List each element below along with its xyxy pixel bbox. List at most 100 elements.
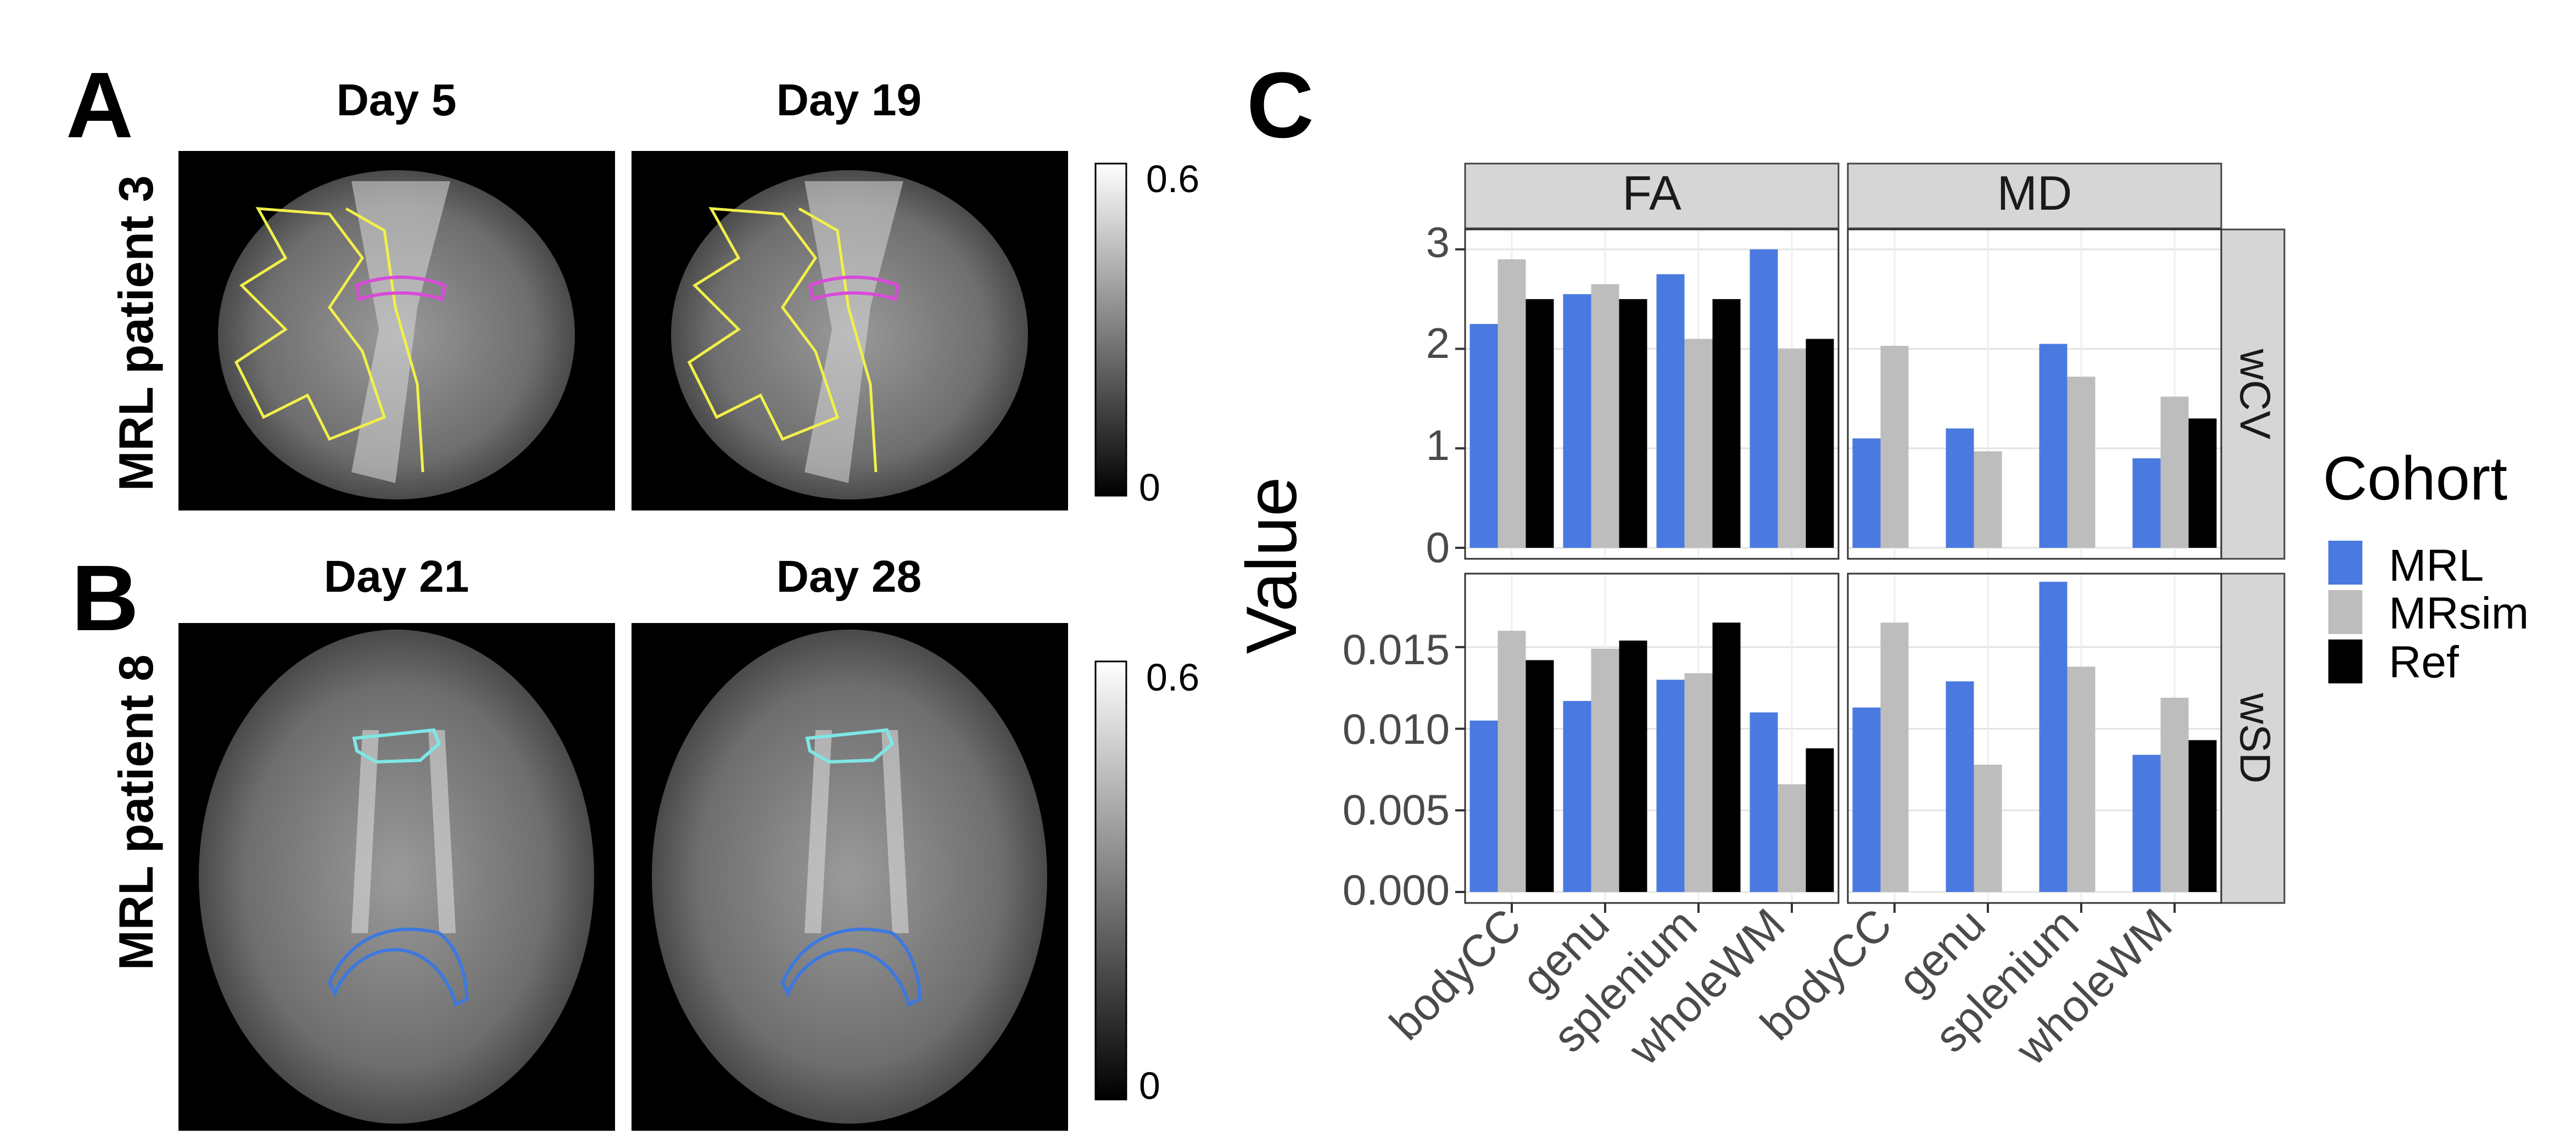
bar-fa-wsd-splenium-ref — [1712, 622, 1741, 892]
panel-a-image-title-2: Day 19 — [776, 75, 921, 125]
bar-fa-wsd-wholewm-ref — [1806, 748, 1834, 892]
bar-fa-wcv-splenium-mrl — [1656, 274, 1685, 548]
panel-c-letter: C — [1247, 53, 1314, 158]
bar-md-wcv-wholewm-mrsim — [2160, 396, 2189, 548]
panel-a: A MRL patient 3 Day 5 Day 19 0.6 0 — [66, 53, 1199, 510]
bar-md-wsd-genu-mrsim — [1974, 765, 2002, 892]
panel-b-brain-image-1 — [178, 623, 615, 1131]
bar-md-wcv-genu-mrl — [1946, 428, 1974, 548]
bar-md-wsd-bodycc-mrl — [1852, 707, 1881, 892]
panel-c: C Value FA MD wCV wSD 0 1 2 3 0.000 0.00… — [1231, 53, 2529, 1075]
strip-wcv-bg — [2220, 228, 2286, 560]
legend-swatch-mrsim — [2328, 590, 2362, 634]
strip-md: MD — [1997, 166, 2072, 220]
legend-label-mrsim: MRsim — [2389, 588, 2529, 638]
ytick-wsd-3: 0.015 — [1343, 625, 1450, 674]
legend-swatch-ref — [2328, 639, 2362, 683]
panel-b-image-title-1: Day 21 — [324, 552, 469, 602]
bar-md-wcv-wholewm-ref — [2188, 418, 2217, 548]
panel-b-row-label: MRL patient 8 — [109, 654, 163, 970]
facet-fa-wcv — [1455, 228, 1840, 560]
strip-md-bg — [1847, 162, 2222, 229]
facet-panel-border — [1847, 228, 2222, 560]
bar-fa-wcv-genu-mrsim — [1591, 284, 1619, 548]
bar-fa-wcv-genu-mrl — [1563, 294, 1591, 548]
legend-swatch-mrl — [2328, 541, 2362, 585]
bar-fa-wcv-genu-ref — [1619, 299, 1647, 548]
panel-b-image-title-2: Day 28 — [776, 552, 921, 602]
strip-fa-bg — [1464, 162, 1840, 229]
bar-fa-wsd-genu-ref — [1619, 640, 1647, 892]
bar-md-wsd-splenium-mrl — [2039, 581, 2067, 892]
legend-label-mrl: MRL — [2389, 541, 2484, 591]
bar-md-wsd-genu-mrl — [1946, 681, 1974, 892]
bar-md-wcv-wholewm-mrl — [2132, 458, 2161, 548]
panel-b: B MRL patient 8 Day 21 Day 28 0.6 0 — [71, 546, 1199, 1131]
panel-b-colorbar: 0.6 0 — [1094, 656, 1199, 1107]
facet-fa-wsd — [1455, 573, 1840, 913]
xtick-fa-bodycc: bodyCC — [1381, 899, 1531, 1050]
bar-md-wsd-bodycc-mrsim — [1880, 622, 1909, 892]
panel-b-letter: B — [71, 546, 139, 650]
facet-panel-border — [1464, 228, 1840, 560]
bar-fa-wsd-genu-mrl — [1563, 701, 1591, 892]
bar-fa-wcv-bodycc-mrsim — [1497, 259, 1526, 548]
facet-md-wsd — [1847, 573, 2222, 913]
facet-grid — [1455, 228, 2222, 913]
ytick-wcv-3: 3 — [1426, 218, 1450, 266]
facet-panel-border — [1464, 573, 1840, 904]
strip-wsd-bg — [2220, 573, 2286, 904]
bar-fa-wsd-splenium-mrl — [1656, 680, 1685, 892]
ytick-wcv-2: 2 — [1426, 319, 1450, 367]
ytick-wcv-1: 1 — [1426, 421, 1450, 469]
bar-fa-wsd-splenium-mrsim — [1684, 673, 1713, 892]
panel-a-brain-image-2 — [632, 151, 1068, 510]
ytick-wsd-1: 0.005 — [1343, 785, 1450, 834]
panel-b-colorbar-max: 0.6 — [1146, 656, 1199, 699]
bar-md-wcv-splenium-mrsim — [2067, 377, 2096, 548]
bar-md-wcv-bodycc-mrsim — [1880, 346, 1909, 548]
strip-wcv: wCV — [2231, 349, 2279, 440]
bar-fa-wcv-wholewm-mrl — [1750, 249, 1778, 548]
legend-label-ref: Ref — [2389, 637, 2459, 687]
strip-fa: FA — [1622, 166, 1681, 220]
panel-b-colorbar-min: 0 — [1139, 1064, 1160, 1107]
bar-fa-wsd-bodycc-ref — [1526, 660, 1554, 892]
panel-a-image-title-1: Day 5 — [337, 75, 457, 125]
bar-md-wcv-genu-mrsim — [1974, 451, 2002, 548]
bar-fa-wcv-bodycc-ref — [1526, 299, 1554, 548]
bar-fa-wsd-bodycc-mrsim — [1497, 631, 1526, 892]
panel-a-colorbar: 0.6 0 — [1094, 158, 1199, 509]
bar-fa-wcv-splenium-mrsim — [1684, 339, 1713, 548]
panel-a-brain-image-1 — [178, 151, 615, 510]
facet-panel-border — [1847, 573, 2222, 904]
bar-md-wsd-wholewm-mrl — [2132, 755, 2161, 892]
strip-wsd: wSD — [2231, 693, 2279, 784]
panel-a-colorbar-max: 0.6 — [1146, 158, 1199, 200]
facet-md-wcv — [1847, 228, 2222, 560]
legend: Cohort MRL MRsim Ref — [2323, 444, 2529, 687]
y-axis-title: Value — [1231, 477, 1311, 654]
ytick-wsd-0: 0.000 — [1343, 866, 1450, 914]
bar-fa-wsd-wholewm-mrsim — [1778, 784, 1806, 892]
ytick-wcv-0: 0 — [1426, 523, 1450, 571]
bar-fa-wcv-bodycc-mrl — [1469, 324, 1498, 548]
panel-b-brain-image-2 — [632, 623, 1068, 1131]
bar-fa-wcv-wholewm-mrsim — [1778, 349, 1806, 548]
panel-a-colorbar-min: 0 — [1139, 466, 1160, 509]
bar-fa-wsd-bodycc-mrl — [1469, 720, 1498, 892]
bar-fa-wsd-wholewm-mrl — [1750, 712, 1778, 892]
bar-md-wsd-wholewm-ref — [2188, 740, 2217, 892]
legend-title: Cohort — [2323, 444, 2507, 513]
bar-md-wsd-wholewm-mrsim — [2160, 698, 2189, 892]
ytick-wsd-2: 0.010 — [1343, 705, 1450, 753]
bar-md-wcv-splenium-mrl — [2039, 344, 2067, 548]
bar-fa-wcv-wholewm-ref — [1806, 339, 1834, 548]
bar-md-wsd-splenium-mrsim — [2067, 666, 2096, 892]
bar-md-wcv-bodycc-mrl — [1852, 438, 1881, 548]
panel-a-letter: A — [66, 53, 133, 158]
bar-fa-wsd-genu-mrsim — [1591, 648, 1619, 892]
panel-a-row-label: MRL patient 3 — [109, 175, 163, 491]
bar-fa-wcv-splenium-ref — [1712, 299, 1741, 548]
